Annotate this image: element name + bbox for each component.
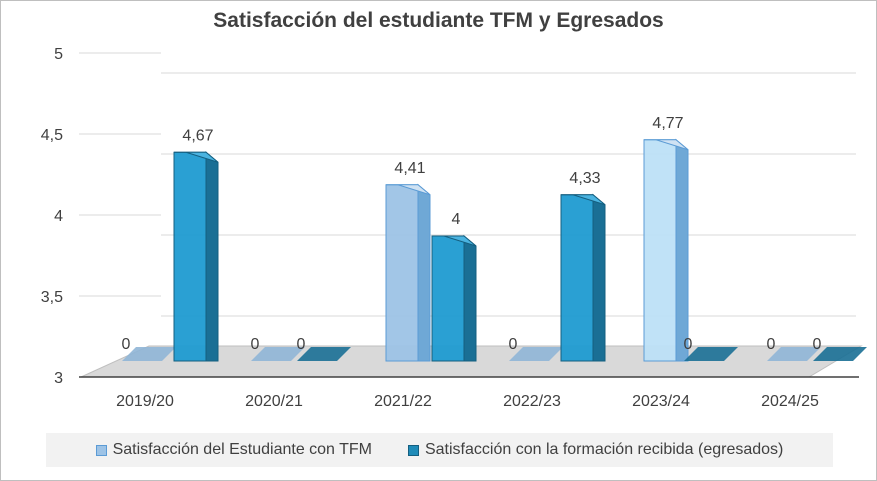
y-tick-label-1: 3,5: [41, 289, 63, 306]
x-tick-label-2: 2021/22: [374, 393, 432, 410]
bar-0-4-top: [644, 139, 689, 151]
x-tick-label-4: 2023/24: [632, 393, 690, 410]
y-tick-label-2: 4: [54, 208, 63, 225]
gridlines: [79, 52, 856, 317]
bar-0-0-flat: [122, 347, 176, 361]
bar-1-0-side: [205, 151, 219, 362]
legend-swatch-tfm: [95, 444, 107, 456]
data-label-0-5: 0: [767, 336, 776, 353]
data-label-1-5: 0: [813, 336, 822, 353]
data-label-1-3: 4,33: [569, 170, 600, 187]
legend: Satisfacción del Estudiante con TFM Sati…: [46, 433, 833, 467]
y-tick-label-3: 4,5: [41, 127, 63, 144]
legend-label-tfm: Satisfacción del Estudiante con TFM: [112, 441, 372, 458]
data-label-0-0: 0: [122, 336, 131, 353]
bar-0-2-top: [386, 184, 431, 196]
data-label-0-4: 4,77: [652, 115, 683, 132]
bar-1-0-top: [174, 151, 219, 163]
bar-1-2-front: [431, 235, 465, 362]
legend-item-egresados: Satisfacción con la formación recibida (…: [407, 441, 784, 459]
bar-0-2-front: [385, 184, 419, 362]
bar-0-1-flat: [251, 347, 305, 361]
data-label-1-4: 0: [684, 336, 693, 353]
y-tick-label-4: 5: [54, 46, 63, 63]
bar-1-2-top: [432, 235, 477, 247]
bar-1-2-side: [463, 234, 477, 362]
bar-1-0-front: [173, 151, 207, 362]
data-label-1-1: 0: [297, 336, 306, 353]
bar-1-3-side: [592, 193, 606, 362]
bar-1-1-flat: [297, 347, 351, 361]
data-label-0-1: 0: [251, 336, 260, 353]
bar-0-4-side: [675, 138, 689, 362]
axes: 3 3,5 4 4,5 5 2019/20 2020/21 2021/22 2022/23 202…: [41, 46, 859, 410]
bar-0-2-side: [417, 183, 431, 362]
x-tick-label-1: 2020/21: [245, 393, 303, 410]
bar-0-5-flat: [767, 347, 821, 361]
data-label-0-3: 0: [509, 336, 518, 353]
chart-plot-area: 0 4,67 0 0 4,41 4 0 4,33 4,77 0 0 0 3 3,5 4 4,5 5 2019/2…: [41, 46, 867, 410]
data-label-0-2: 4,41: [394, 160, 425, 177]
legend-label-egresados: Satisfacción con la formación recibida (…: [424, 441, 784, 458]
chart-title: Satisfacción del estudiante TFM y Egresa…: [213, 9, 664, 32]
bar-1-3-front: [560, 194, 594, 362]
bar-0-3-flat: [509, 347, 563, 361]
legend-swatch-egresados: [407, 444, 419, 456]
y-tick-label-0: 3: [54, 370, 63, 387]
x-tick-label-5: 2024/25: [761, 393, 819, 410]
data-label-1-0: 4,67: [182, 127, 213, 144]
bars: [122, 138, 867, 362]
bar-1-5-flat: [813, 347, 867, 361]
bar-1-3-top: [561, 194, 606, 206]
x-tick-label-0: 2019/20: [116, 393, 174, 410]
legend-item-tfm: Satisfacción del Estudiante con TFM: [95, 441, 372, 459]
bar-0-4-front: [643, 139, 677, 362]
data-label-1-2: 4: [452, 211, 461, 228]
bar-1-4-flat: [684, 347, 738, 361]
x-tick-label-3: 2022/23: [503, 393, 561, 410]
data-labels: 0 4,67 0 0 4,41 4 0 4,33 4,77 0 0 0: [122, 115, 822, 353]
